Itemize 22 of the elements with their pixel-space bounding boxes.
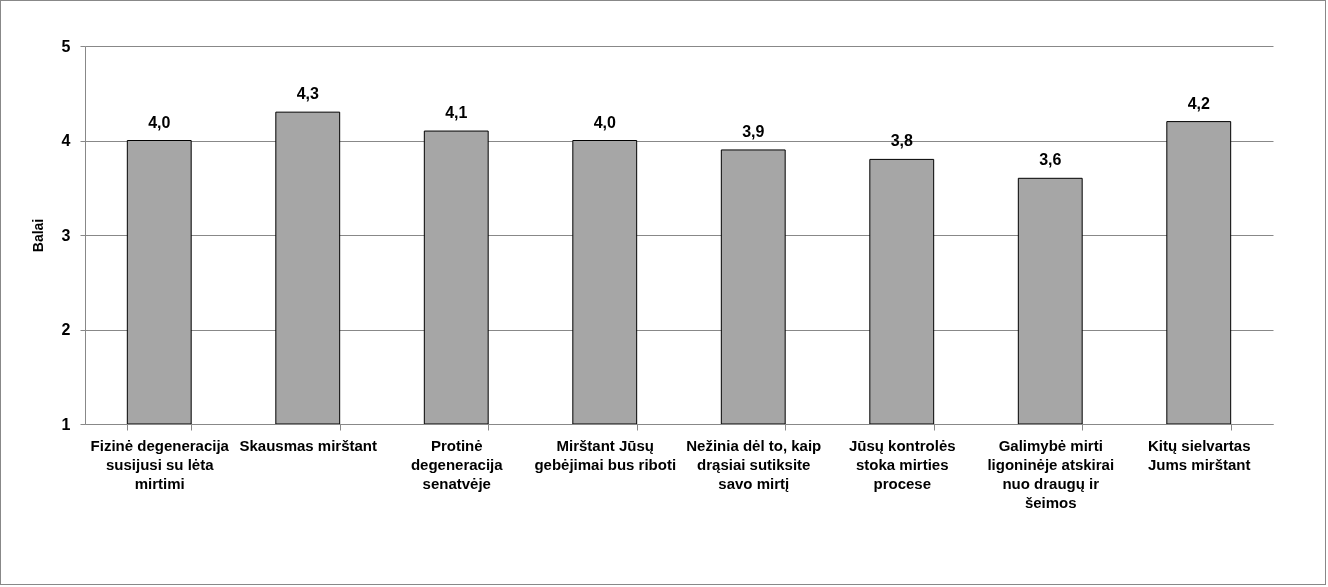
- data-label: 3,6: [1039, 151, 1062, 169]
- data-label: 4,1: [445, 104, 468, 122]
- data-label: 3,8: [890, 132, 913, 150]
- y-axis-title: Balai: [29, 218, 46, 253]
- x-tick-label: Fizinė degeneracija susijusi su lėta mirtimi: [90, 436, 230, 492]
- x-tick-label: Kitų sielvartas Jums mirštant: [1147, 436, 1251, 473]
- x-tick-label: Skausmas mirštant: [239, 436, 378, 454]
- data-label: 4,2: [1187, 94, 1210, 112]
- x-tick-label: Jūsų kontrolės stoka mirties procese: [848, 436, 956, 492]
- x-tick-label: Mirštant Jūsų gebėjimai bus riboti: [534, 436, 677, 473]
- x-tick-label: Galimybė mirti ligoninėje atskirai nuo draugų ir šeimos: [987, 436, 1115, 511]
- data-label: 3,9: [742, 122, 765, 140]
- x-tick-label: Protinė degeneracija senatvėje: [410, 436, 504, 492]
- data-label: 4,0: [593, 113, 616, 131]
- x-tick-label: Nežinia dėl to, kaip drąsiai sutiksite savo mirtį: [686, 436, 822, 492]
- y-tick-label: 4: [61, 132, 71, 149]
- data-label: 4,0: [148, 113, 171, 131]
- y-tick-label: 1: [61, 415, 71, 433]
- y-tick-label: 2: [61, 321, 71, 338]
- data-label: 4,3: [296, 85, 319, 103]
- y-tick-label: 3: [61, 226, 71, 244]
- y-tick-label: 5: [61, 37, 71, 55]
